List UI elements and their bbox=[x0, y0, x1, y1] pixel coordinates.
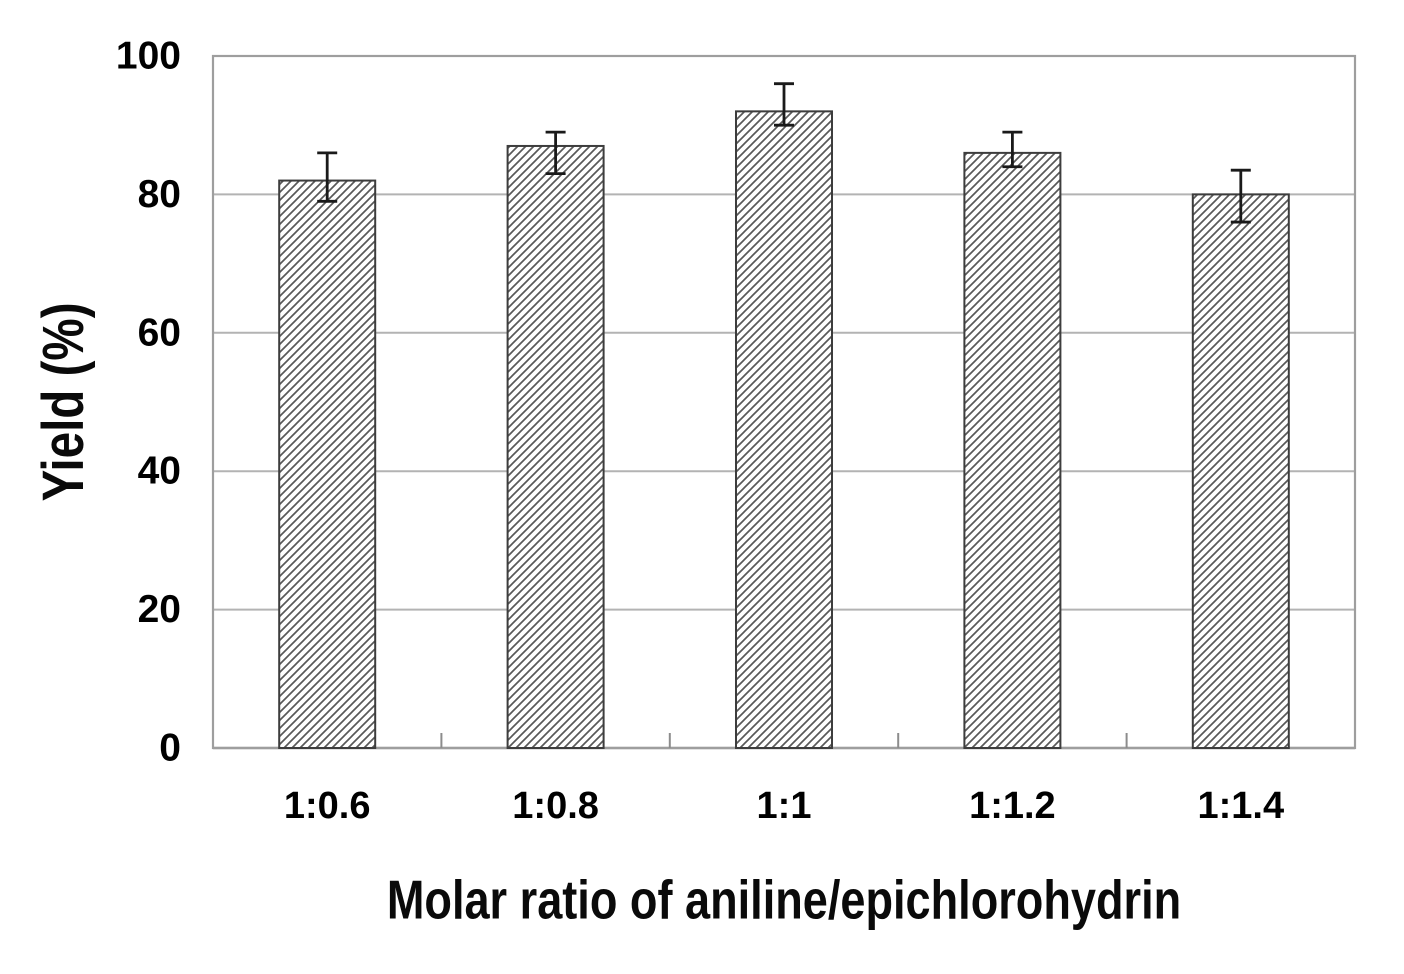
y-tick-label-20: 20 bbox=[138, 588, 181, 631]
y-tick-label-60: 60 bbox=[138, 311, 181, 354]
bar-1:0.6 bbox=[278, 179, 377, 749]
bar-1:1.2 bbox=[963, 151, 1062, 749]
x-tick-label-1:1.4: 1:1.4 bbox=[1197, 785, 1284, 827]
x-tick-label-1:1: 1:1 bbox=[757, 785, 812, 827]
y-tick-label-80: 80 bbox=[138, 173, 181, 216]
bar-1:1.4 bbox=[1191, 193, 1290, 749]
x-axis-title: Molar ratio of aniline/epichlorohydrin bbox=[386, 868, 1182, 931]
bar-1:0.8 bbox=[506, 144, 605, 749]
x-tick-label-1:0.8: 1:0.8 bbox=[512, 785, 599, 827]
y-tick-label-40: 40 bbox=[138, 450, 181, 493]
x-tick-label-1:1.2: 1:1.2 bbox=[969, 785, 1056, 827]
x-tick-label-1:0.6: 1:0.6 bbox=[284, 785, 371, 827]
y-tick-label-0: 0 bbox=[159, 727, 181, 770]
y-tick-label-100: 100 bbox=[116, 35, 181, 78]
y-axis-title: Yield (%) bbox=[31, 302, 96, 502]
bar-1:1 bbox=[735, 110, 833, 750]
